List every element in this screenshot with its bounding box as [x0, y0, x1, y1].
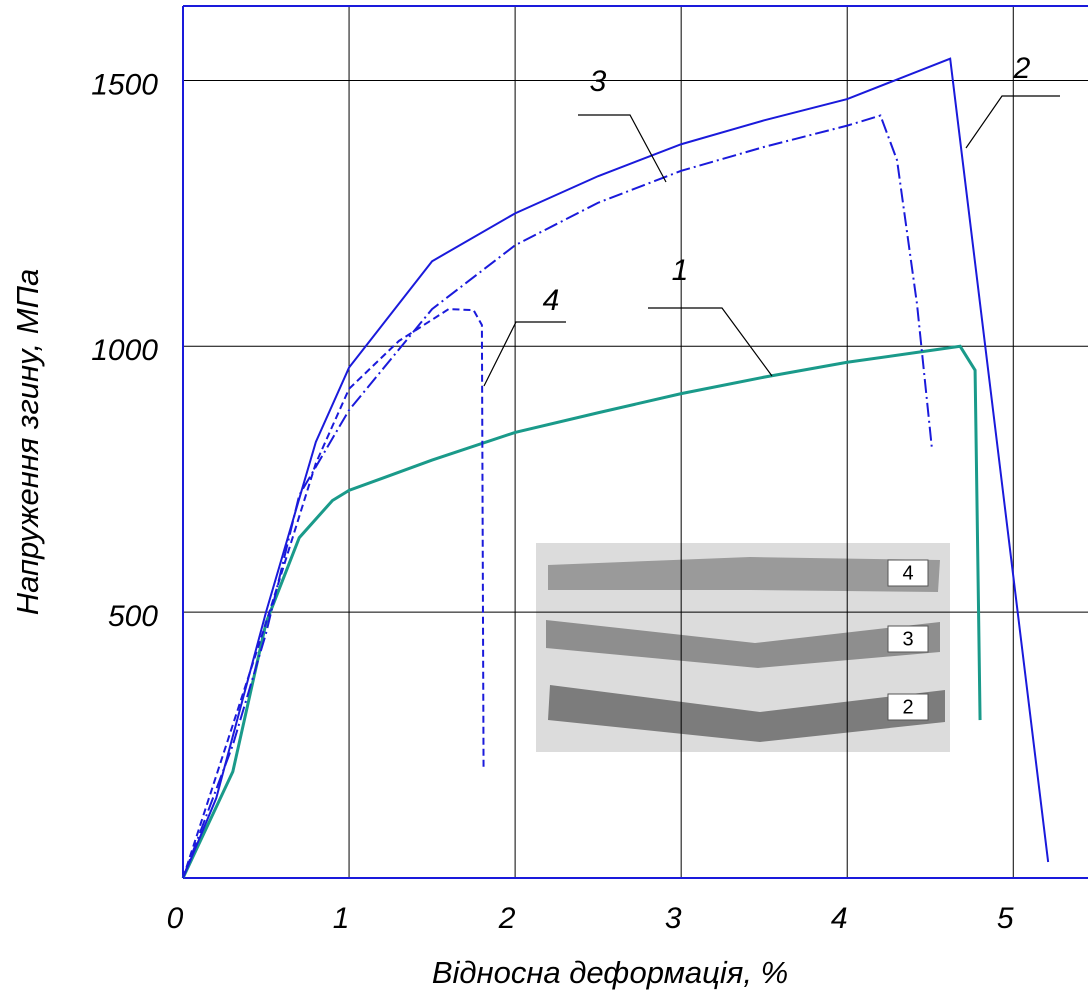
curve-label: 2: [1013, 52, 1031, 85]
x-axis-title: Відносна деформація, %: [432, 955, 788, 990]
curve-label: 1: [672, 254, 689, 287]
leader-line: [578, 114, 667, 183]
x-tick-label: 1: [333, 902, 350, 935]
x-tick-label: 3: [665, 902, 682, 935]
inset-label: 4: [902, 562, 913, 584]
curve: [182, 57, 1050, 879]
curve-label: 4: [543, 284, 560, 317]
x-tick-label: 4: [831, 902, 848, 935]
inset-photo: 4 3 2: [536, 543, 950, 752]
y-tick-label: 1000: [91, 334, 158, 367]
curve: [182, 114, 933, 879]
y-tick-label: 500: [108, 600, 158, 633]
leader-line: [648, 307, 773, 377]
x-tick-label: 0: [167, 902, 184, 935]
y-tick-label: 1500: [91, 68, 158, 101]
curve: [181, 344, 982, 879]
curve-label: 3: [590, 65, 607, 98]
x-tick-label: 5: [997, 902, 1014, 935]
x-tick-label: 2: [498, 902, 516, 935]
inset-label: 2: [902, 696, 913, 718]
curve: [182, 308, 485, 879]
inset-label: 3: [902, 628, 913, 650]
leader-line: [965, 95, 1060, 149]
leader-line: [483, 321, 566, 387]
y-axis-title: Напруження згину, МПа: [10, 269, 45, 615]
